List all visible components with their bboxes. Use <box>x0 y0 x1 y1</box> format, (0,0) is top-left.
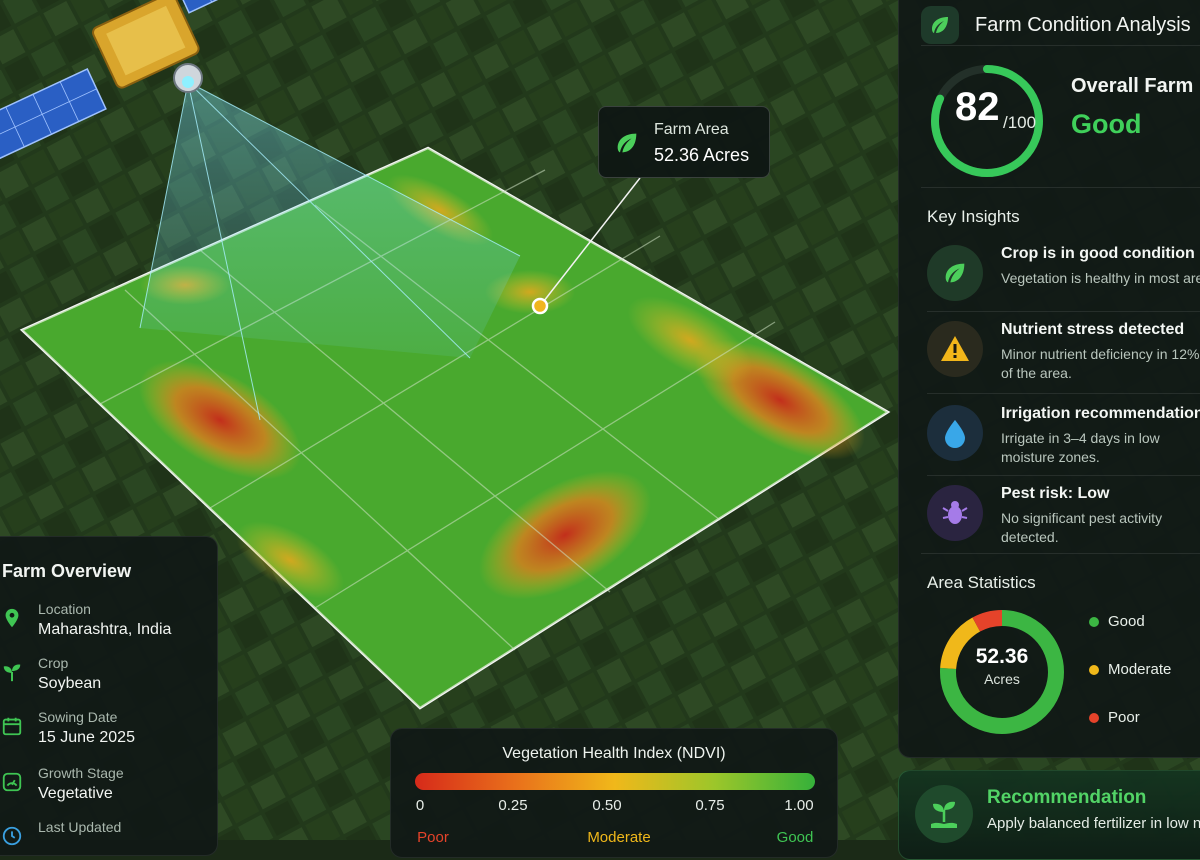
area-stats-unit: Acres <box>984 671 1020 687</box>
ndvi-category-poor: Poor <box>417 829 449 846</box>
ndvi-category-moderate: Moderate <box>587 829 651 846</box>
insight-nutrient-stress[interactable]: Nutrient stress detected Minor nutrient … <box>927 315 1200 385</box>
insight-pest-risk[interactable]: Pest risk: Low No significant pest activ… <box>927 479 1200 549</box>
ndvi-category-good: Good <box>776 829 814 846</box>
water-drop-icon <box>927 405 983 461</box>
ndvi-gradient-bar <box>415 773 815 790</box>
insight-title: Irrigation recommendation <box>1001 405 1200 422</box>
insight-desc: Vegetation is healthy in most areas. <box>1001 270 1200 286</box>
overview-crop: Crop Soybean <box>1 655 211 703</box>
area-statistics-donut <box>940 610 1064 734</box>
overview-sowing-date: Sowing Date 15 June 2025 <box>1 709 211 757</box>
leaf-icon <box>617 133 637 153</box>
insight-desc: Minor nutrient deficiency in 12% of the … <box>1001 346 1200 381</box>
farm-area-value: 52.36 Acres <box>654 145 750 165</box>
area-statistics-title: Area Statistics <box>927 573 1036 592</box>
legend-moderate: Moderate <box>1089 661 1171 678</box>
ndvi-tick: 0.75 <box>695 797 725 814</box>
ndvi-title: Vegetation Health Index (NDVI) <box>502 745 726 762</box>
recommendation-title: Recommendation <box>987 787 1147 808</box>
location-pin-icon <box>5 608 19 628</box>
health-score-value: 82 <box>955 85 1000 129</box>
gauge-icon <box>2 772 22 792</box>
ndvi-tick: 1.00 <box>784 797 814 814</box>
overall-health-title: Overall Farm Health <box>1071 75 1200 97</box>
bug-icon <box>927 485 983 541</box>
calendar-icon <box>2 717 22 736</box>
overall-health-status: Good <box>1071 109 1142 139</box>
overview-last-updated: Last Updated <box>1 819 211 855</box>
ndvi-legend-panel: Vegetation Health Index (NDVI) 0 0.25 0.… <box>390 728 838 858</box>
legend-good: Good <box>1089 613 1145 630</box>
plant-hand-icon <box>915 785 973 843</box>
leaf-icon <box>921 6 959 44</box>
insight-title: Pest risk: Low <box>1001 485 1110 502</box>
area-stats-value: 52.36 <box>975 645 1029 668</box>
panel-title: Farm Condition Analysis <box>975 13 1191 36</box>
insight-irrigation[interactable]: Irrigation recommendation Irrigate in 3–… <box>927 399 1200 469</box>
ndvi-tick: 0 <box>415 797 425 814</box>
overview-location: Location Maharashtra, India <box>1 601 211 649</box>
health-score-ring <box>931 65 1043 177</box>
farm-overview-panel: Farm Overview Location Maharashtra, Indi… <box>0 536 218 856</box>
insight-title: Crop is in good condition <box>1001 245 1195 262</box>
recommendation-text: Apply balanced fertilizer in low nutrien… <box>987 815 1200 832</box>
sprout-icon <box>3 664 21 682</box>
satellite-scan-beam <box>140 82 520 358</box>
insight-desc: Irrigate in 3–4 days in low moisture zon… <box>1001 430 1160 465</box>
recommendation-panel[interactable]: Recommendation Apply balanced fertilizer… <box>898 770 1200 860</box>
insight-desc: No significant pest activity detected. <box>1001 510 1163 545</box>
satellite-icon <box>0 0 281 161</box>
clock-icon <box>2 826 22 846</box>
farm-overview-title: Farm Overview <box>2 561 132 581</box>
insight-crop-condition[interactable]: Crop is in good condition Vegetation is … <box>927 239 1200 309</box>
farm-condition-panel: Farm Condition Analysis 82 /100 Overall … <box>898 0 1200 758</box>
warning-icon <box>927 321 983 377</box>
farm-area-marker[interactable] <box>531 297 549 315</box>
key-insights-title: Key Insights <box>927 207 1020 226</box>
donut-slice-poor <box>940 610 1064 734</box>
area-stats-center: 52.36 Acres <box>939 645 1065 687</box>
farm-area-callout[interactable]: Farm Area 52.36 Acres <box>598 106 770 178</box>
insight-title: Nutrient stress detected <box>1001 321 1185 338</box>
ndvi-tick: 0.25 <box>498 797 528 814</box>
health-score-max: /100 <box>1003 113 1037 132</box>
ndvi-tick: 0.50 <box>592 797 622 814</box>
leaf-icon <box>927 245 983 301</box>
panel-header: Farm Condition Analysis <box>921 3 1191 47</box>
farm-area-label: Farm Area <box>654 121 729 138</box>
legend-poor: Poor <box>1089 709 1140 726</box>
overview-growth-stage: Growth Stage Vegetative <box>1 765 211 813</box>
